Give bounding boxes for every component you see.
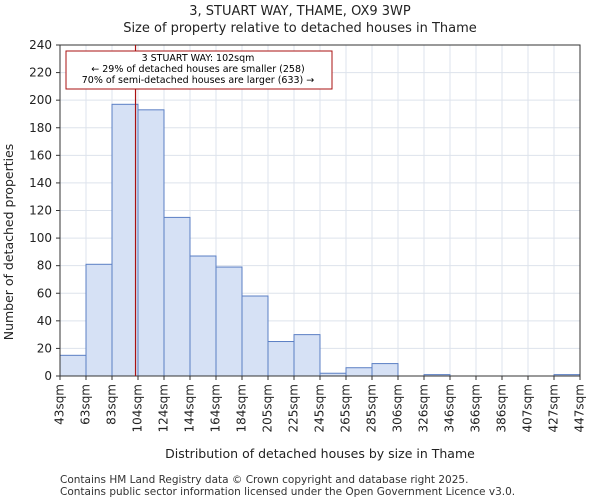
bar	[293, 334, 321, 377]
bar	[371, 363, 399, 377]
y-tick-label: 220	[29, 66, 52, 80]
bar	[111, 103, 139, 377]
x-tick-label: 285sqm	[365, 384, 379, 432]
annotation-line-3: 70% of semi-detached houses are larger (…	[82, 75, 315, 86]
y-tick-label: 160	[29, 148, 52, 162]
x-tick-label: 366sqm	[469, 384, 483, 432]
x-tick-label: 447sqm	[573, 384, 587, 432]
y-tick-label: 140	[29, 176, 52, 190]
bar	[85, 263, 113, 377]
y-tick-label: 60	[37, 286, 52, 300]
x-tick-label: 386sqm	[495, 384, 509, 432]
chart-title: 3, STUART WAY, THAME, OX9 3WP	[189, 4, 411, 19]
x-tick-label: 346sqm	[443, 384, 457, 432]
x-tick-label: 144sqm	[183, 384, 197, 432]
x-tick-label: 184sqm	[235, 384, 249, 432]
y-tick-label: 100	[29, 231, 52, 245]
bar	[189, 255, 217, 377]
x-tick-label: 63sqm	[79, 384, 93, 425]
x-tick-label: 205sqm	[261, 384, 275, 432]
chart-subtitle: Size of property relative to detached ho…	[123, 21, 477, 36]
bar	[267, 341, 295, 377]
x-tick-label: 326sqm	[417, 384, 431, 432]
y-tick-label: 40	[37, 314, 52, 328]
y-axis-ticks: 0 20 40 60 80 100 120 140 160 180 200 220 240	[29, 38, 60, 383]
y-tick-label: 200	[29, 93, 52, 107]
annotation-box: 3 STUART WAY: 102sqm ← 29% of detached h…	[65, 50, 333, 90]
plot-area-frame	[59, 44, 581, 377]
x-tick-label: 83sqm	[105, 384, 119, 425]
bar	[345, 367, 373, 377]
x-tick-label: 43sqm	[53, 384, 67, 425]
bar	[137, 109, 165, 377]
bars	[59, 103, 581, 377]
x-tick-label: 124sqm	[157, 384, 171, 432]
bar	[215, 266, 243, 377]
footer-line-2: Contains public sector information licen…	[60, 486, 515, 498]
bar	[163, 216, 191, 377]
y-tick-label: 80	[37, 259, 52, 273]
x-tick-label: 245sqm	[313, 384, 327, 432]
bar	[59, 354, 87, 377]
annotation-frame	[65, 50, 333, 90]
footer-line-1: Contains HM Land Registry data © Crown c…	[60, 474, 468, 486]
x-axis-ticks: 43sqm 63sqm 83sqm 104sqm 124sqm 144sqm 164sqm 1…	[53, 376, 587, 432]
annotation-line-1: 3 STUART WAY: 102sqm	[142, 53, 255, 64]
x-tick-label: 265sqm	[339, 384, 353, 432]
x-axis-label: Distribution of detached houses by size …	[165, 446, 475, 461]
x-tick-label: 306sqm	[391, 384, 405, 432]
y-tick-label: 0	[44, 369, 52, 383]
y-tick-label: 240	[29, 38, 52, 52]
bar	[241, 295, 269, 377]
y-tick-label: 120	[29, 204, 52, 218]
annotation-line-2: ← 29% of detached houses are smaller (25…	[91, 64, 304, 75]
x-tick-label: 427sqm	[547, 384, 561, 432]
y-tick-label: 20	[37, 341, 52, 355]
y-axis-label: Number of detached properties	[1, 144, 16, 341]
x-tick-label: 225sqm	[287, 384, 301, 432]
y-tick-label: 180	[29, 121, 52, 135]
x-tick-label: 407sqm	[521, 384, 535, 432]
x-tick-label: 104sqm	[131, 384, 145, 432]
x-tick-label: 164sqm	[209, 384, 223, 432]
